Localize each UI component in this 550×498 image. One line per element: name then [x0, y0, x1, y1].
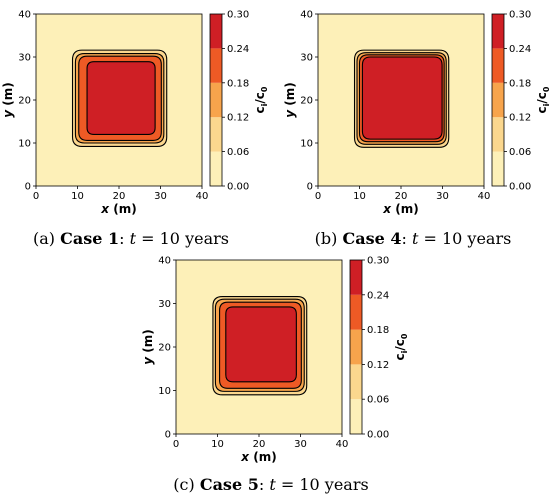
colorbar-tick-label: 0.30 — [367, 256, 389, 267]
y-tick-label: 10 — [300, 139, 313, 150]
colorbar-label: ci/c0 — [393, 333, 409, 360]
y-tick-label: 10 — [18, 139, 31, 150]
x-tick-label: 10 — [211, 439, 224, 450]
colorbar-tick-label: 0.30 — [509, 10, 531, 21]
chart-panel-2: 0 10 20 30 40 0 10 20 30 40 x (m) y (m) 0.00 0.06 0.12… — [283, 10, 550, 249]
contour-level-4 — [225, 306, 297, 383]
colorbar-segment — [350, 399, 362, 434]
colorbar-tick-label: 0.12 — [227, 113, 249, 124]
y-tick-label: 10 — [158, 386, 171, 397]
x-tick-label: 20 — [113, 191, 126, 202]
panel-caption: (a) Case 1: t = 10 years — [33, 229, 229, 248]
x-tick-label: 40 — [196, 191, 209, 202]
colorbar-tick-label: 0.06 — [509, 147, 531, 158]
colorbar-tick-label: 0.06 — [227, 147, 249, 158]
colorbar-tick-label: 0.12 — [367, 360, 389, 371]
chart-panel-3: 0 10 20 30 40 0 10 20 30 40 x (m) y (m) 0.00 0.06 0.12… — [141, 256, 409, 495]
panel-caption: (b) Case 4: t = 10 years — [315, 229, 512, 248]
colorbar-tick-label: 0.18 — [227, 78, 249, 89]
colorbar-segment — [492, 151, 504, 186]
y-tick-label: 30 — [18, 53, 31, 64]
y-tick-label: 30 — [300, 53, 313, 64]
colorbar-frame — [491, 13, 505, 187]
y-axis-label: y (m) — [1, 82, 15, 117]
colorbar-segment — [210, 14, 222, 49]
y-tick-label: 20 — [18, 96, 31, 107]
colorbar-tick-label: 0.18 — [509, 78, 531, 89]
x-tick-label: 30 — [436, 191, 449, 202]
colorbar-tick-label: 0.18 — [367, 325, 389, 336]
colorbar-label: ci/c0 — [535, 86, 550, 113]
x-axis-label: x (m) — [382, 202, 418, 216]
colorbar-segment — [210, 82, 222, 118]
colorbar-segment — [492, 48, 504, 83]
y-tick-label: 30 — [158, 299, 171, 310]
y-tick-label: 40 — [300, 10, 313, 21]
colorbar-segment — [492, 14, 504, 49]
colorbar-segment — [350, 294, 362, 330]
colorbar-segment — [492, 82, 504, 118]
y-tick-label: 40 — [18, 10, 31, 21]
colorbar-tick-label: 0.00 — [367, 430, 389, 441]
colorbar-frame — [209, 13, 223, 187]
y-tick-label: 0 — [165, 430, 171, 441]
x-tick-label: 20 — [253, 439, 266, 450]
colorbar-tick-label: 0.24 — [509, 44, 531, 55]
y-tick-label: 0 — [307, 182, 313, 193]
x-tick-label: 20 — [395, 191, 408, 202]
colorbar-tick-label: 0.00 — [227, 182, 249, 193]
x-axis-label: x (m) — [240, 450, 276, 464]
y-tick-label: 0 — [25, 182, 31, 193]
colorbar-frame — [349, 259, 363, 435]
contour-level-4 — [86, 61, 156, 135]
x-tick-label: 10 — [353, 191, 366, 202]
colorbar-segment — [350, 260, 362, 295]
colorbar-tick-label: 0.30 — [227, 10, 249, 21]
contour-level-4 — [361, 56, 443, 140]
x-tick-label: 30 — [294, 439, 307, 450]
x-tick-label: 0 — [173, 439, 179, 450]
y-axis-label: y (m) — [283, 82, 297, 117]
colorbar-segment — [350, 364, 362, 400]
y-axis-label: y (m) — [141, 329, 155, 364]
chart-panel-1: 0 10 20 30 40 0 10 20 30 40 x (m) y (m) 0.00 0.06 0.12… — [1, 10, 269, 249]
x-tick-label: 30 — [154, 191, 167, 202]
colorbar-tick-label: 0.06 — [367, 395, 389, 406]
colorbar-segment — [210, 151, 222, 186]
x-tick-label: 40 — [336, 439, 349, 450]
x-axis-label: x (m) — [100, 202, 136, 216]
colorbar-segment — [492, 117, 504, 152]
colorbar-segment — [210, 48, 222, 83]
y-tick-label: 20 — [158, 343, 171, 354]
x-tick-label: 0 — [33, 191, 39, 202]
x-tick-label: 40 — [478, 191, 491, 202]
panel-caption: (c) Case 5: t = 10 years — [173, 475, 368, 494]
colorbar-tick-label: 0.12 — [509, 113, 531, 124]
colorbar-tick-label: 0.24 — [227, 44, 249, 55]
colorbar-tick-label: 0.00 — [509, 182, 531, 193]
colorbar-segment — [350, 329, 362, 365]
colorbar-segment — [210, 117, 222, 152]
y-tick-label: 20 — [300, 96, 313, 107]
colorbar-tick-label: 0.24 — [367, 290, 389, 301]
y-tick-label: 40 — [158, 256, 171, 267]
colorbar-label: ci/c0 — [253, 86, 269, 113]
x-tick-label: 10 — [71, 191, 84, 202]
x-tick-label: 0 — [315, 191, 321, 202]
